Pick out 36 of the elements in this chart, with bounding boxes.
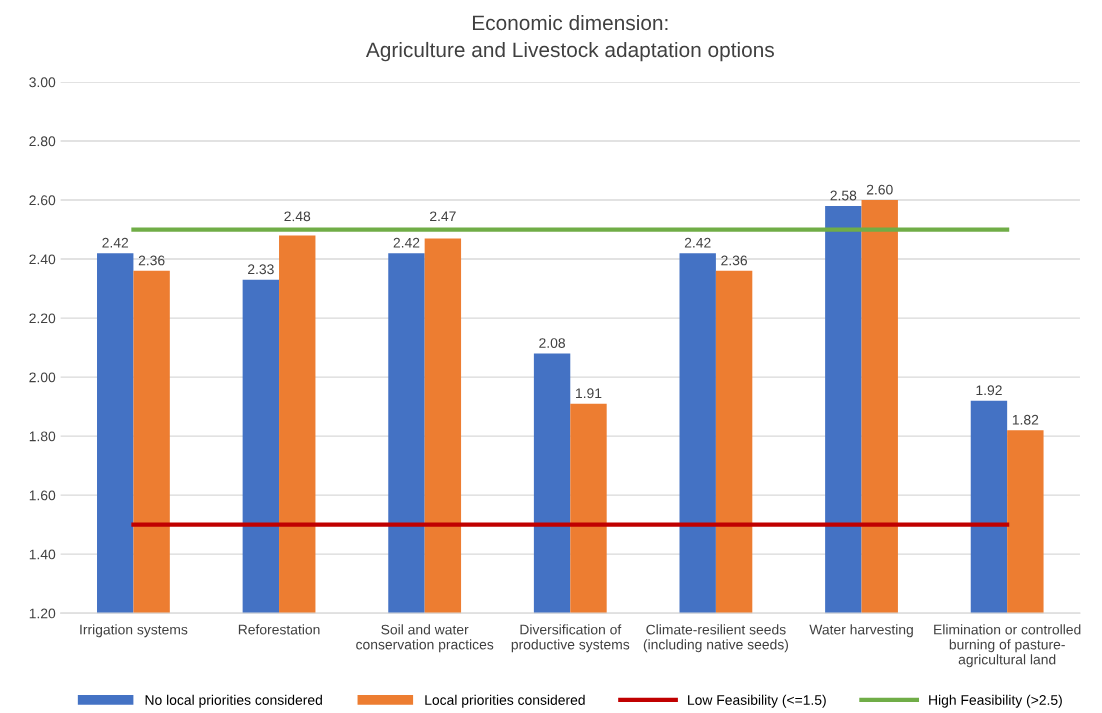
data-label: 2.58 — [830, 190, 857, 201]
data-label: 1.91 — [576, 388, 602, 399]
x-tick-label: Water harvesting — [809, 624, 913, 638]
data-label: 2.42 — [393, 237, 420, 248]
y-tick-label: 1.40 — [29, 549, 56, 560]
data-label: 1.82 — [1012, 414, 1039, 425]
x-tick-label: Diversification of productive systems — [511, 624, 630, 653]
data-label: 2.42 — [684, 237, 711, 248]
y-tick-label: 1.80 — [29, 431, 56, 442]
data-label: 2.36 — [138, 255, 165, 266]
legend-label: Local priorities considered — [425, 694, 585, 708]
x-tick-label: Climate-resilient seeds (including native seeds) — [643, 624, 789, 653]
x-tick-label: Soil and water conservation practices — [356, 624, 494, 653]
data-label: 2.60 — [866, 184, 893, 195]
x-tick-label: Reforestation — [238, 624, 320, 635]
legend-label: Low Feasibility (<=1.5) — [688, 694, 826, 708]
x-tick-label: Irrigation systems — [80, 624, 188, 638]
y-tick-label: 2.20 — [29, 313, 56, 324]
data-label: 2.36 — [721, 255, 748, 266]
y-tick-label: 2.60 — [29, 195, 56, 206]
data-label: 2.42 — [102, 237, 129, 248]
y-tick-label: 2.80 — [29, 136, 56, 147]
x-tick-label: Elimination or controlled burning of pasture- agricultural land — [934, 624, 1081, 668]
legend-label: High Feasibility (>2.5) — [929, 694, 1062, 708]
y-tick-label: 1.20 — [29, 608, 56, 619]
data-label: 2.48 — [284, 211, 311, 222]
y-tick-label: 2.40 — [29, 254, 56, 265]
y-tick-label: 3.00 — [29, 77, 56, 88]
y-tick-label: 1.60 — [29, 490, 56, 501]
data-label: 2.47 — [430, 211, 456, 222]
legend-label: No local priorities considered — [145, 694, 322, 708]
data-label: 2.33 — [248, 264, 274, 275]
data-label: 1.92 — [976, 385, 1002, 396]
data-label: 2.08 — [539, 338, 565, 348]
chart-title: Economic dimension: Agriculture and Livestock adaptation options — [365, 14, 774, 62]
y-tick-label: 2.00 — [29, 372, 56, 383]
